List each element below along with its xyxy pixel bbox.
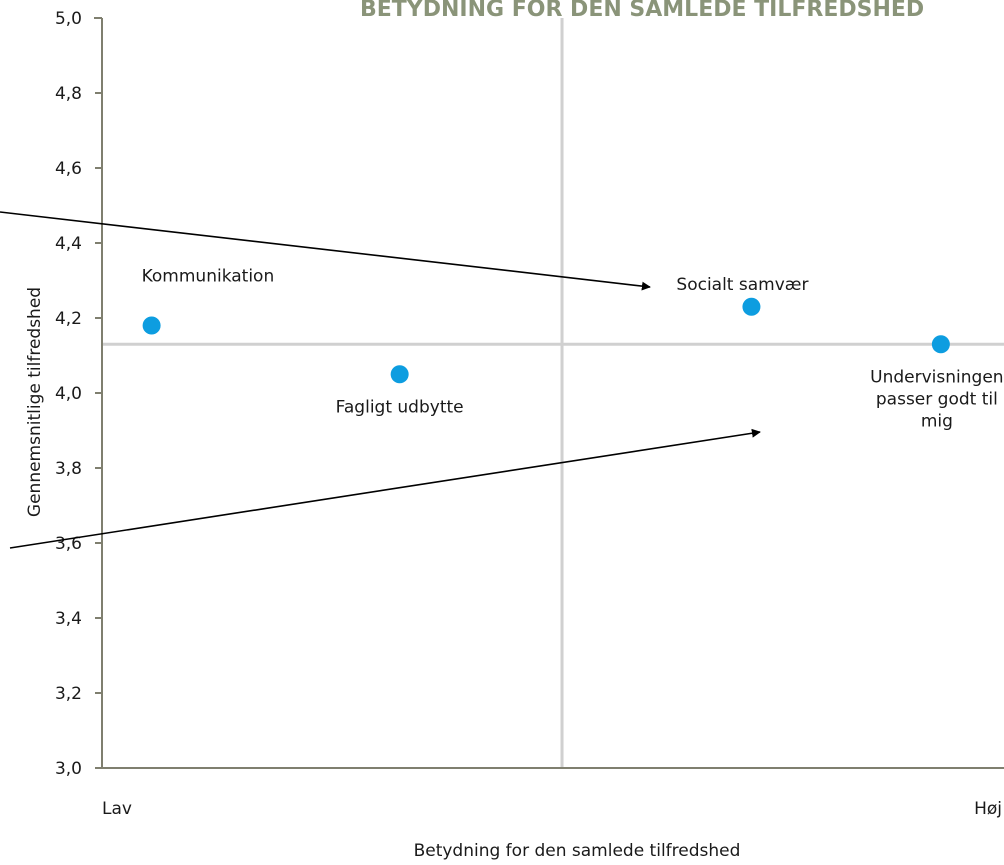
y-tick-label: 4,8 <box>55 84 82 104</box>
annotation-arrow-upper <box>0 211 651 291</box>
y-tick-label: 4,0 <box>55 384 82 404</box>
x-axis-title: Betydning for den samlede tilfredshed <box>414 841 741 861</box>
chart-title: BETYDNING FOR DEN SAMLEDE TILFREDSHED <box>360 0 924 22</box>
y-tick-label: 4,4 <box>55 234 82 254</box>
y-tick-group: 3,0 3,2 3,4 3,6 3,8 4,0 4,2 4,4 4,6 4,8 5,0 <box>55 9 102 779</box>
data-point <box>742 297 761 316</box>
data-point <box>142 316 161 335</box>
y-axis-title: Gennemsnitlige tilfredshed <box>25 287 45 517</box>
data-point <box>931 335 950 354</box>
data-point-group <box>142 297 950 384</box>
y-tick-label: 3,6 <box>55 534 82 554</box>
y-tick-label: 4,2 <box>55 309 82 329</box>
x-tick-label-high: Høj <box>974 799 1002 819</box>
point-label-group: Kommunikation Fagligt udbytte Socialt samv… <box>142 267 1004 432</box>
y-tick-label: 3,0 <box>55 759 82 779</box>
data-point <box>390 365 409 384</box>
data-point-label: Kommunikation <box>142 267 275 287</box>
x-tick-group: Lav Høj <box>102 799 1002 819</box>
y-tick-label: 3,4 <box>55 609 82 629</box>
annotation-arrow-lower <box>9 428 761 549</box>
x-tick-label-low: Lav <box>102 799 132 819</box>
data-point-label: Socialt samvær <box>676 275 808 295</box>
y-tick-label: 4,6 <box>55 159 82 179</box>
data-point-label: Fagligt udbytte <box>336 397 464 417</box>
y-tick-label: 5,0 <box>55 9 82 29</box>
y-tick-label: 3,2 <box>55 684 82 704</box>
data-point-label: Undervisningen passer godt til mig <box>870 367 1003 431</box>
y-tick-label: 3,8 <box>55 459 82 479</box>
